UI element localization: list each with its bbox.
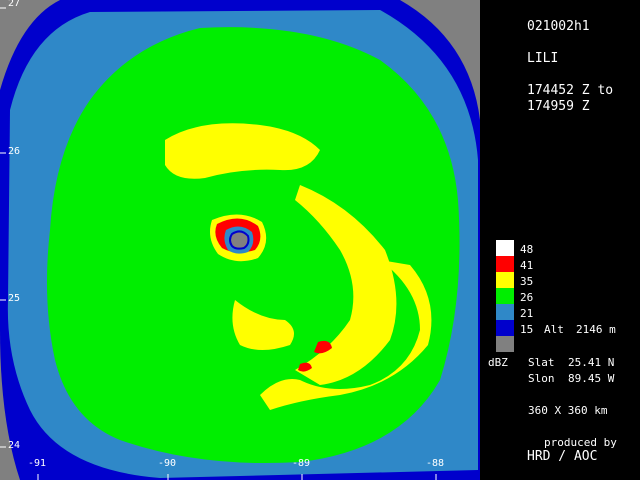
radar-reflectivity-map (0, 0, 480, 480)
eye (229, 230, 250, 250)
lon-tick-label-88: -88 (426, 458, 445, 469)
legend-swatch-21 (496, 304, 514, 320)
slat-value: 25.41 N (568, 356, 615, 369)
time-range-end: 174959 Z (527, 99, 590, 114)
lon-tick-label-91: -91 (28, 458, 47, 469)
altitude-value: 2146 m (576, 323, 616, 336)
lat-tick-label-25: 25 (8, 293, 21, 304)
rainband-red-cell-2 (298, 362, 312, 372)
storm-name: LILI (527, 51, 559, 66)
lat-tick-label-26: 26 (8, 146, 21, 157)
flight-id: 021002h1 (527, 19, 590, 34)
legend-swatch-48 (496, 240, 514, 256)
lat-tick-label-24: 24 (8, 440, 21, 451)
north-yellow-band (165, 123, 320, 179)
lon-tick-label-89: -89 (292, 458, 311, 469)
credit-line-1: produced by (544, 436, 617, 449)
east-spiral-band (295, 185, 397, 385)
slon-value: 89.45 W (568, 372, 615, 385)
legend-label-21: 21 (520, 307, 534, 320)
legend-swatch-41 (496, 256, 514, 272)
lat-tick-label-27: 27 (8, 0, 21, 9)
legend-label-15: 15 (520, 323, 534, 336)
southern-spiral-band (260, 260, 432, 410)
legend-label-41: 41 (520, 259, 534, 272)
lon-tick-marks (37, 474, 437, 480)
lon-tick-label-90: -90 (158, 458, 177, 469)
legend-swatch-35 (496, 272, 514, 288)
time-range-start: 174452 Z to (527, 83, 614, 98)
legend-swatch-26 (496, 288, 514, 304)
legend-swatch-15 (496, 320, 514, 336)
slon-label: Slon (528, 372, 555, 385)
rainband-red-cell (314, 340, 332, 354)
lat-tick-marks (0, 7, 6, 448)
legend-units: dBZ (488, 356, 508, 369)
legend-label-35: 35 (520, 275, 534, 288)
central-band (232, 300, 294, 350)
slat-label: Slat (528, 356, 555, 369)
legend-label-48: 48 (520, 243, 534, 256)
credit-line-2: HRD / AOC (527, 449, 598, 464)
legend-swatch-nodata (496, 336, 514, 352)
altitude-label: Alt (544, 323, 564, 336)
domain-size: 360 X 360 km (528, 404, 608, 417)
legend-label-26: 26 (520, 291, 534, 304)
